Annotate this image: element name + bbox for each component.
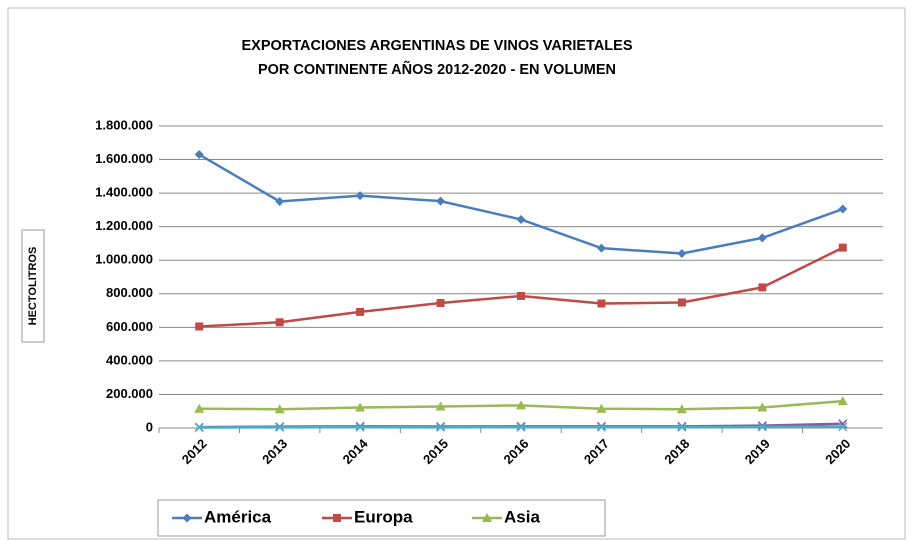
y-tick-label: 1.000.000 (95, 252, 153, 267)
legend-label: Asia (504, 507, 540, 526)
marker (838, 422, 848, 432)
y-tick-label: 1.800.000 (95, 117, 153, 132)
marker (195, 322, 204, 331)
marker (757, 422, 767, 432)
y-tick-label: 1.400.000 (95, 185, 153, 200)
marker (355, 422, 365, 432)
marker (275, 318, 284, 327)
marker (435, 401, 446, 411)
y-axis-label: HECTOLITROS (27, 247, 39, 326)
marker (516, 400, 526, 410)
marker (596, 243, 606, 253)
marker (676, 404, 687, 414)
marker (516, 422, 526, 432)
marker (677, 422, 687, 432)
marker (355, 402, 366, 412)
chart-frame (7, 7, 906, 540)
marker (596, 422, 606, 432)
marker (677, 298, 686, 307)
marker (436, 422, 446, 432)
marker (355, 191, 365, 201)
marker (194, 150, 204, 160)
marker (274, 404, 285, 414)
legend-label: Europa (354, 507, 413, 526)
marker (182, 513, 192, 523)
marker (194, 422, 204, 433)
marker (837, 396, 848, 406)
chart-title: POR CONTINENTE AÑOS 2012-2020 - EN VOLUM… (258, 60, 616, 78)
marker (596, 403, 607, 413)
marker (757, 402, 768, 412)
y-label-box (21, 229, 45, 343)
marker (757, 233, 767, 243)
marker (516, 214, 526, 224)
y-tick-label: 0 (146, 419, 153, 434)
marker (597, 299, 606, 308)
marker (436, 299, 445, 308)
y-tick-label: 200.000 (106, 386, 153, 401)
chart-title: EXPORTACIONES ARGENTINAS DE VINOS VARIET… (241, 38, 632, 54)
marker (517, 291, 525, 300)
legend-label: América (204, 507, 272, 526)
marker (757, 421, 767, 431)
marker (482, 513, 492, 522)
y-tick-label: 400.000 (106, 352, 153, 367)
marker (838, 204, 848, 214)
marker (356, 307, 365, 316)
marker (275, 197, 285, 206)
marker (333, 514, 341, 522)
marker (436, 196, 446, 206)
marker (758, 283, 767, 292)
y-tick-label: 600.000 (106, 319, 153, 334)
y-tick-label: 1.200.000 (95, 218, 153, 233)
marker (194, 403, 205, 413)
marker (677, 249, 687, 259)
y-tick-label: 800.000 (106, 285, 153, 300)
legend (157, 499, 606, 537)
marker (275, 422, 285, 432)
y-tick-label: 1.600.000 (95, 151, 153, 166)
marker (838, 243, 847, 252)
